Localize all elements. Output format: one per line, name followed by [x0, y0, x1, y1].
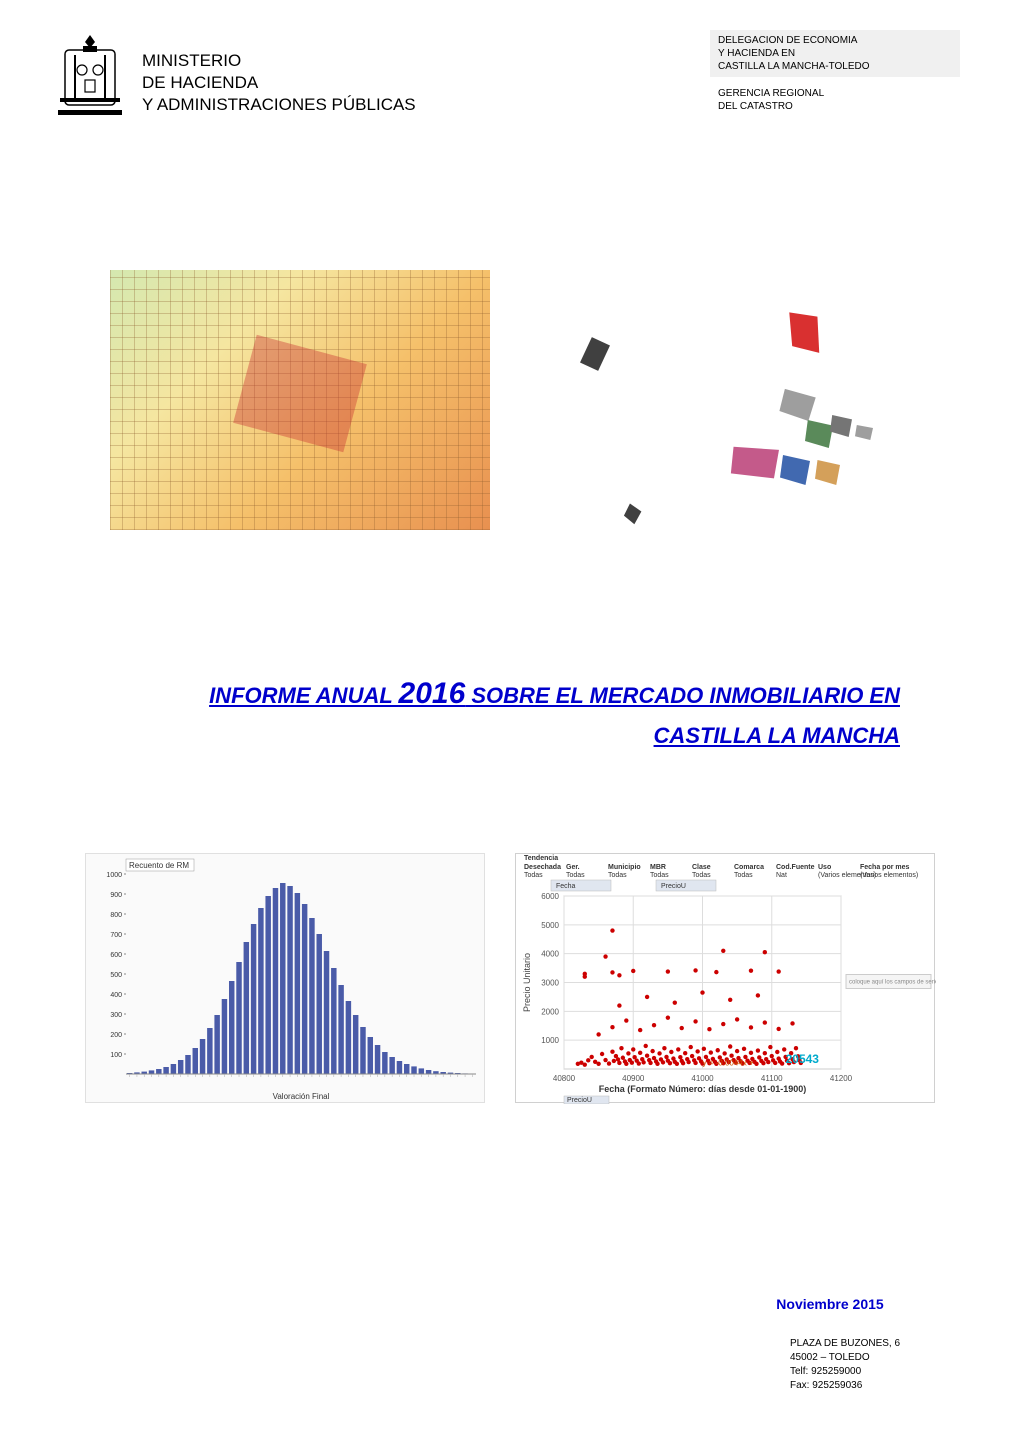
- svg-text:700: 700: [110, 932, 122, 939]
- svg-text:300: 300: [110, 1012, 122, 1019]
- title-pre: INFORME ANUAL: [209, 683, 398, 708]
- svg-text:Precio Unitario: Precio Unitario: [522, 953, 532, 1012]
- charts-row: Recuento de RM 100 200 300 400 500 600 700 800 90…: [0, 853, 1020, 1103]
- address-line4: Fax: 925259036: [790, 1379, 960, 1393]
- svg-text:y = -0.0044x +: y = -0.0044x +: [703, 1059, 754, 1068]
- svg-text:Tendencia: Tendencia: [524, 855, 558, 862]
- gerencia-line1: GERENCIA REGIONAL: [718, 87, 960, 100]
- svg-text:Nat: Nat: [776, 872, 787, 879]
- document-title: INFORME ANUAL 2016 SOBRE EL MERCADO INMO…: [0, 670, 1020, 753]
- svg-text:Todas: Todas: [692, 872, 711, 879]
- svg-text:2000: 2000: [541, 1008, 559, 1017]
- header-right: DELEGACION DE ECONOMIA Y HACIENDA EN CAS…: [710, 30, 960, 120]
- svg-text:MBR: MBR: [650, 864, 666, 871]
- delegation-box: DELEGACION DE ECONOMIA Y HACIENDA EN CAS…: [710, 30, 960, 77]
- svg-text:Todas: Todas: [524, 872, 543, 879]
- svg-text:Desechada: Desechada: [524, 864, 561, 871]
- svg-text:Municipio: Municipio: [608, 864, 641, 871]
- svg-text:4000: 4000: [541, 950, 559, 959]
- svg-text:900: 900: [110, 892, 122, 899]
- svg-text:Todas: Todas: [566, 872, 585, 879]
- coat-of-arms-icon: [50, 30, 130, 120]
- svg-text:40800: 40800: [553, 1074, 576, 1083]
- svg-text:(Varios elementos): (Varios elementos): [860, 872, 918, 879]
- svg-text:Comarca: Comarca: [734, 864, 764, 871]
- svg-text:500: 500: [110, 972, 122, 979]
- svg-text:1000: 1000: [541, 1036, 559, 1045]
- svg-text:Cod.Fuente: Cod.Fuente: [776, 864, 815, 871]
- address-line3: Telf: 925259000: [790, 1365, 960, 1379]
- svg-text:Fecha por mes: Fecha por mes: [860, 864, 910, 871]
- gerencia-block: GERENCIA REGIONAL DEL CATASTRO: [710, 87, 960, 113]
- svg-text:Recuento de RM: Recuento de RM: [129, 861, 189, 870]
- svg-text:Clase: Clase: [692, 864, 711, 871]
- svg-text:3000: 3000: [541, 979, 559, 988]
- scatter-chart: TendenciaDesechadaTodasGer.TodasMunicipi…: [515, 853, 935, 1103]
- svg-text:Ger.: Ger.: [566, 864, 580, 871]
- ministry-line3: Y ADMINISTRACIONES PÚBLICAS: [142, 94, 416, 116]
- title-line1: INFORME ANUAL 2016 SOBRE EL MERCADO INMO…: [120, 670, 900, 718]
- address-line2: 45002 – TOLEDO: [790, 1351, 960, 1365]
- footer-address: PLAZA DE BUZONES, 6 45002 – TOLEDO Telf:…: [700, 1337, 960, 1393]
- svg-text:41200: 41200: [830, 1074, 853, 1083]
- title-line2: CASTILLA LA MANCHA: [120, 718, 900, 753]
- cadastral-map: [110, 270, 490, 530]
- address-line1: PLAZA DE BUZONES, 6: [790, 1337, 960, 1351]
- svg-text:Fecha: Fecha: [556, 883, 576, 890]
- svg-text:Todas: Todas: [650, 872, 669, 879]
- svg-text:Uso: Uso: [818, 864, 831, 871]
- ministry-line2: DE HACIENDA: [142, 72, 416, 94]
- svg-text:Todas: Todas: [734, 872, 753, 879]
- svg-text:Valoración Final: Valoración Final: [273, 1092, 330, 1101]
- ministry-name: MINISTERIO DE HACIENDA Y ADMINISTRACIONE…: [142, 30, 416, 116]
- svg-text:600: 600: [110, 952, 122, 959]
- district-map: [530, 270, 910, 530]
- ministry-line1: MINISTERIO: [142, 50, 416, 72]
- svg-text:200: 200: [110, 1032, 122, 1039]
- svg-text:5000: 5000: [541, 921, 559, 930]
- svg-text:coloque aquí los campos de ser: coloque aquí los campos de series: [849, 980, 936, 986]
- svg-text:40900: 40900: [622, 1074, 645, 1083]
- footer-date: Noviembre 2015: [700, 1296, 960, 1312]
- gerencia-line2: DEL CATASTRO: [718, 100, 960, 113]
- histogram-chart: Recuento de RM 100 200 300 400 500 600 700 800 90…: [85, 853, 485, 1103]
- svg-text:20543: 20543: [786, 1052, 820, 1066]
- svg-text:Todas: Todas: [608, 872, 627, 879]
- page-footer: Noviembre 2015 PLAZA DE BUZONES, 6 45002…: [700, 1296, 960, 1393]
- svg-text:41000: 41000: [691, 1074, 714, 1083]
- svg-text:PrecioU: PrecioU: [567, 1097, 592, 1104]
- title-year: 2016: [399, 677, 466, 710]
- svg-text:800: 800: [110, 912, 122, 919]
- title-post1: SOBRE EL MERCADO INMOBILIARIO EN: [465, 683, 900, 708]
- delegation-line3: CASTILLA LA MANCHA-TOLEDO: [718, 60, 952, 73]
- svg-text:Fecha (Formato Número: días de: Fecha (Formato Número: días desde 01-01-…: [599, 1084, 807, 1094]
- svg-text:100: 100: [110, 1052, 122, 1059]
- page-header: MINISTERIO DE HACIENDA Y ADMINISTRACIONE…: [0, 0, 1020, 120]
- delegation-line2: Y HACIENDA EN: [718, 47, 952, 60]
- svg-text:400: 400: [110, 992, 122, 999]
- delegation-line1: DELEGACION DE ECONOMIA: [718, 34, 952, 47]
- svg-text:41100: 41100: [761, 1074, 783, 1083]
- svg-text:PrecioU: PrecioU: [661, 883, 686, 890]
- header-left: MINISTERIO DE HACIENDA Y ADMINISTRACIONE…: [50, 30, 416, 120]
- svg-text:6000: 6000: [541, 892, 559, 901]
- svg-text:1000: 1000: [106, 872, 122, 879]
- maps-row: [0, 270, 1020, 530]
